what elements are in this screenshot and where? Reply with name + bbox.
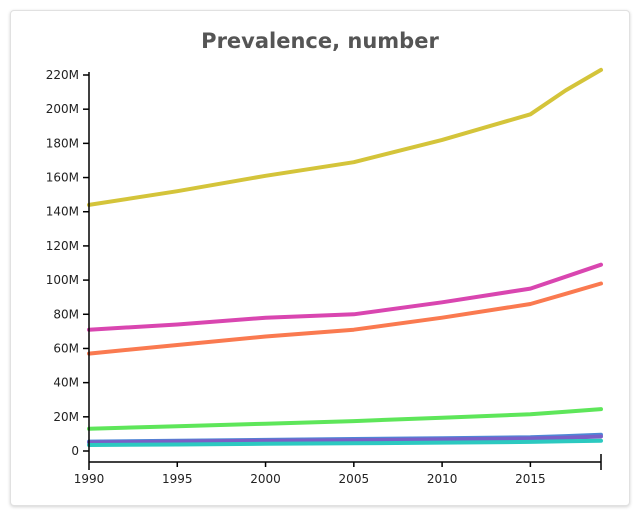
y-tick-label: 180M — [46, 136, 79, 150]
series-line-6 — [87, 434, 603, 445]
series-line-7 — [87, 438, 603, 447]
y-tick-label: 40M — [53, 376, 79, 390]
y-tick-label: 80M — [53, 307, 79, 321]
y-tick-label: 20M — [53, 410, 79, 424]
x-tick-label: 1990 — [74, 472, 105, 486]
y-tick-label: 100M — [46, 273, 79, 287]
x-tick-label: 2010 — [427, 472, 458, 486]
x-tick-label: 2005 — [339, 472, 370, 486]
x-tick-label: 2015 — [515, 472, 546, 486]
series-layer — [87, 67, 603, 447]
x-tick-label: 2000 — [250, 472, 281, 486]
series-line-1 — [87, 67, 603, 207]
y-tick-label: 200M — [46, 102, 79, 116]
series-line-4 — [87, 407, 603, 431]
chart-title: Prevalence, number — [201, 29, 439, 53]
y-tick-label: 160M — [46, 171, 79, 185]
y-tick-label: 0 — [71, 444, 79, 458]
axis-layer: 0 20M 40M 60M 80M 100M 120M 140M 160M 180M 200M 220… — [46, 68, 602, 486]
y-tick-label: 60M — [53, 341, 79, 355]
y-tick-label: 120M — [46, 239, 79, 253]
series-line-2 — [87, 262, 603, 332]
x-tick-label: 1995 — [162, 472, 193, 486]
y-tick-label: 220M — [46, 68, 79, 82]
series-line-3 — [87, 281, 603, 356]
y-tick-label: 140M — [46, 205, 79, 219]
